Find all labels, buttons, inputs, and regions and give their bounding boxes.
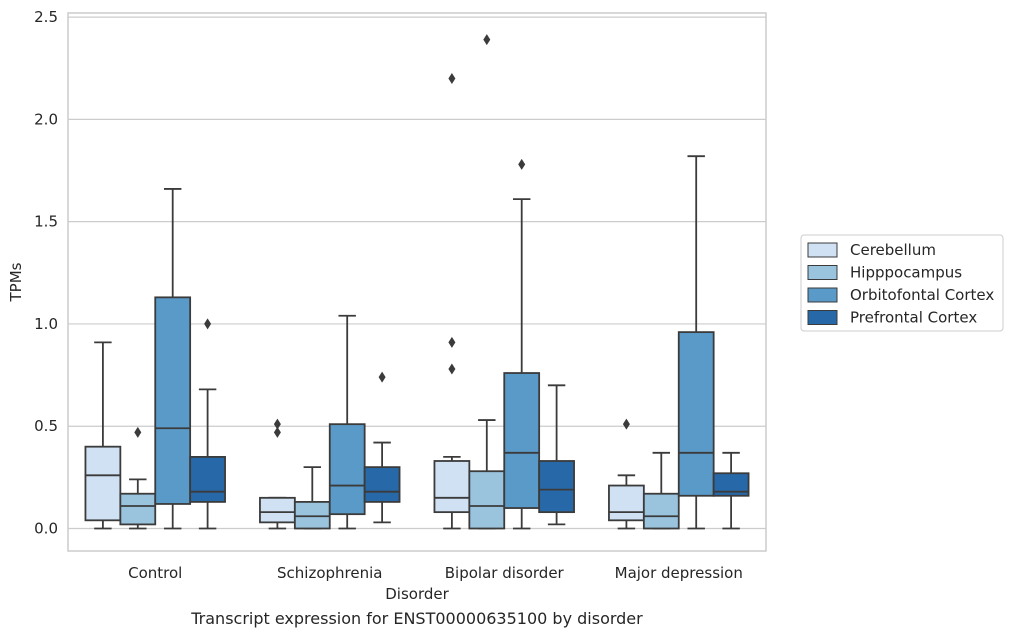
box-iqr	[84, 445, 122, 522]
outlier-point	[518, 158, 526, 170]
y-tick-labels: 0.0 0.5 1.0 1.5 2.0 2.5	[34, 8, 58, 537]
box-group	[433, 72, 471, 530]
outlier-point	[622, 418, 630, 430]
x-tick-labels: Control Schizophrenia Bipolar disorder Majo…	[128, 564, 743, 582]
legend-swatch	[807, 242, 838, 258]
legend-swatch	[807, 265, 838, 280]
x-tick-label: Major depression	[615, 564, 743, 582]
box-iqr	[608, 484, 645, 522]
box-iqr	[538, 460, 575, 514]
box-iqr	[677, 331, 715, 497]
box-iqr	[503, 372, 541, 509]
box-iqr	[712, 472, 750, 497]
outlier-point	[448, 363, 456, 375]
legend-label: Cerebellum	[850, 241, 936, 259]
box-iqr	[468, 470, 506, 530]
outlier-point	[448, 72, 456, 84]
box-group	[608, 418, 645, 530]
y-tick-label: 2.5	[34, 8, 58, 26]
y-tick-label: 0.5	[34, 417, 58, 435]
box-iqr	[642, 492, 680, 530]
outlier-point	[378, 371, 386, 383]
box-iqr	[154, 296, 192, 505]
box-iqr	[119, 492, 157, 526]
box-group	[293, 466, 331, 530]
box-group	[259, 418, 296, 530]
outlier-point	[273, 426, 281, 438]
outlier-point	[483, 34, 491, 46]
box-group	[642, 451, 680, 530]
box-group	[119, 426, 157, 530]
outlier-point	[448, 336, 456, 348]
box-iqr	[363, 466, 401, 503]
legend: Cerebellum Hipppocampus Orbitofontal Corte…	[800, 234, 1004, 332]
plot-frame	[67, 12, 767, 552]
box-iqr	[293, 501, 331, 530]
y-tick-label: 0.0	[34, 519, 58, 537]
box-iqr	[259, 496, 296, 524]
outlier-point	[134, 426, 142, 438]
y-tick-label: 2.0	[34, 110, 58, 128]
box-group	[712, 451, 750, 530]
box-group	[503, 158, 541, 530]
box-group	[154, 188, 192, 530]
x-tick-label: Bipolar disorder	[445, 564, 565, 582]
legend-swatch	[807, 287, 838, 303]
legend-swatch	[807, 310, 838, 325]
x-tick-label: Control	[128, 564, 182, 582]
box-group	[468, 34, 506, 530]
figure-caption: Transcript expression for ENST0000063510…	[191, 609, 643, 628]
x-axis-label: Disorder	[385, 585, 449, 603]
y-tick-label: 1.5	[34, 213, 58, 231]
y-tick-label: 1.0	[34, 315, 58, 333]
box-iqr	[328, 423, 366, 516]
box-group	[363, 371, 401, 524]
legend-label: Hipppocampus	[850, 264, 962, 282]
box-group	[677, 155, 715, 530]
box-iqr	[433, 460, 471, 514]
box-iqr	[189, 456, 226, 503]
legend-frame	[800, 234, 1004, 332]
legend-label: Orbitofontal Cortex	[850, 286, 994, 304]
x-tick-label: Schizophrenia	[277, 564, 382, 582]
box-group	[538, 384, 575, 526]
box-plot-series	[84, 34, 750, 530]
box-group	[328, 314, 366, 530]
outlier-point	[273, 418, 281, 430]
box-group	[84, 341, 122, 530]
y-axis-label: TPMs	[7, 262, 25, 302]
box-group	[189, 318, 226, 530]
legend-label: Prefrontal Cortex	[850, 309, 977, 327]
outlier-point	[204, 318, 212, 330]
